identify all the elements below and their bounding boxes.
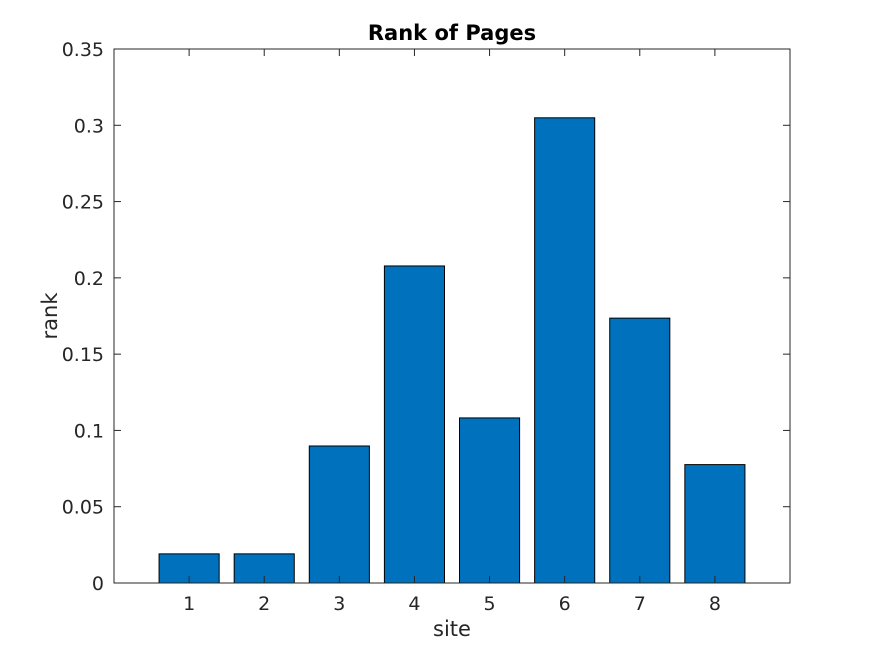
- x-tick-label: 4: [408, 593, 420, 615]
- y-axis-label: rank: [38, 292, 62, 340]
- bar-site-7: [609, 317, 671, 584]
- x-tick-label: 3: [333, 593, 345, 615]
- x-tick-label: 7: [634, 593, 646, 615]
- bar-site-6: [534, 117, 596, 584]
- tick-labels-group: 1 2 3 4 5 6 7 8 0 0.05 0.1 0.15 0.2 0.25 0.3 0.35: [62, 39, 721, 615]
- plot-area: [114, 49, 790, 583]
- chart-title: Rank of Pages: [368, 21, 536, 45]
- x-axis-label: site: [433, 617, 471, 641]
- bar-site-3: [308, 445, 370, 584]
- bar-site-4: [383, 265, 445, 584]
- y-tick-label: 0.15: [62, 344, 104, 366]
- bar-site-8: [684, 464, 746, 584]
- axes-box: [113, 48, 791, 584]
- y-tick-label: 0.35: [62, 39, 104, 61]
- x-tick-label: 2: [258, 593, 270, 615]
- y-tick-label: 0: [92, 573, 104, 595]
- y-tick-label: 0.3: [74, 115, 104, 137]
- x-tick-label: 8: [709, 593, 721, 615]
- y-tick-label: 0.05: [62, 497, 104, 519]
- bar-site-5: [459, 417, 521, 584]
- y-tick-label: 0.25: [62, 192, 104, 214]
- y-tick-label: 0.2: [74, 268, 104, 290]
- x-tick-label: 1: [183, 593, 195, 615]
- x-tick-label: 6: [559, 593, 571, 615]
- y-tick-label: 0.1: [74, 420, 104, 442]
- bars-group: [158, 117, 746, 584]
- x-tick-label: 5: [484, 593, 496, 615]
